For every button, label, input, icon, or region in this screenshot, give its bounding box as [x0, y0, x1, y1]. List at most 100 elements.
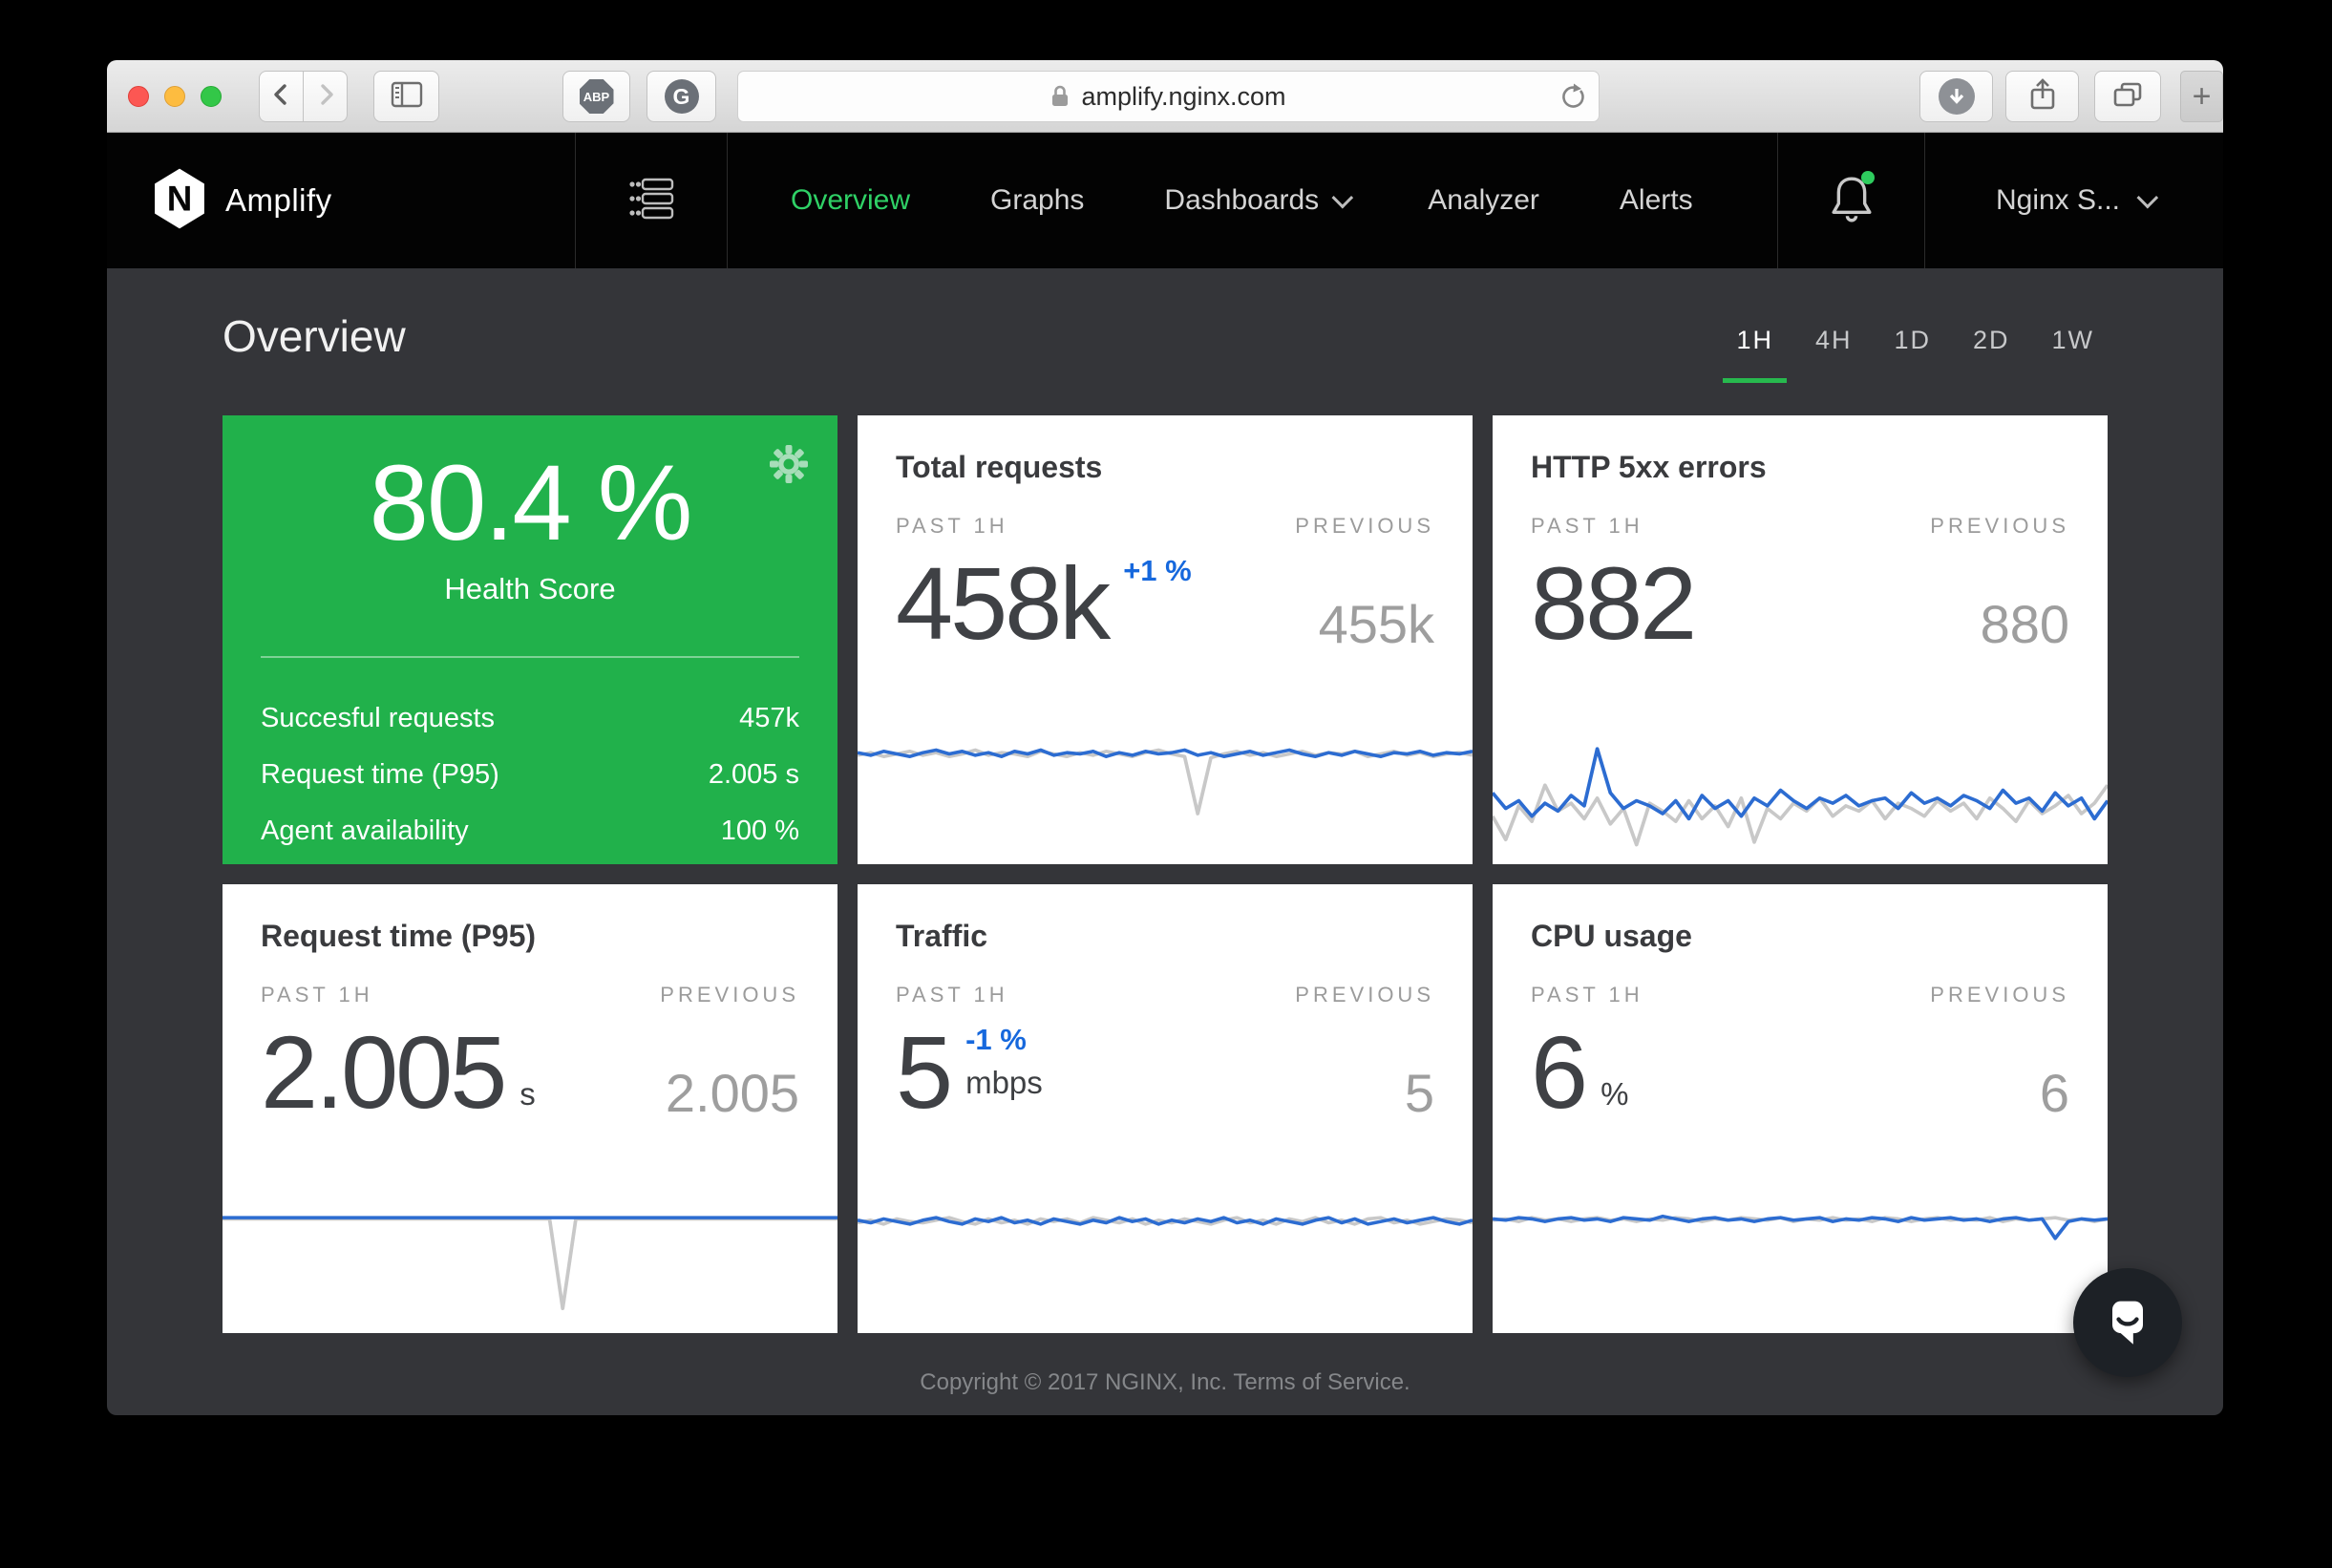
back-button[interactable] [259, 71, 303, 122]
http-5xx-errors-card[interactable]: HTTP 5xx errors PAST 1H PREVIOUS 882 880 [1493, 415, 2108, 864]
reload-button[interactable] [1558, 83, 1587, 118]
health-score-label: Health Score [444, 572, 616, 605]
period-label: PAST 1H [896, 983, 1008, 1006]
cpu-usage-sparkline [1493, 1214, 2108, 1240]
share-icon [2028, 77, 2057, 117]
metric-unit: s [519, 1076, 536, 1112]
brand[interactable]: N Amplify [107, 133, 575, 268]
ghostery-extension-button[interactable]: G [647, 71, 716, 122]
footer: Copyright © 2017 NGINX, Inc. Terms of Se… [223, 1369, 2108, 1396]
nav-item-overview[interactable]: Overview [751, 184, 950, 217]
time-range-1d[interactable]: 1D [1894, 326, 1931, 354]
time-range-4h[interactable]: 4H [1814, 326, 1853, 354]
traffic-card[interactable]: Traffic PAST 1H PREVIOUS 5 -1 % mbps [858, 884, 1473, 1333]
chevron-down-icon [1331, 186, 1354, 209]
forward-button[interactable] [303, 71, 348, 122]
period-label: PAST 1H [1531, 514, 1643, 538]
terms-of-service-link[interactable]: Terms of Service. [1233, 1369, 1410, 1395]
nav-divider [575, 133, 576, 268]
health-score-card[interactable]: 80.4 % Health Score Succesful requests 4… [223, 415, 837, 864]
intercom-chat-button[interactable] [2073, 1268, 2182, 1377]
chat-bubble-icon [2097, 1290, 2158, 1356]
account-menu[interactable]: Nginx S... [1925, 133, 2223, 268]
bell-icon [1827, 171, 1876, 231]
previous-value: 5 [1404, 1063, 1434, 1123]
nav-divider [1777, 133, 1778, 268]
health-row-value: 100 % [720, 816, 799, 846]
sidebar-toggle-button[interactable] [373, 71, 439, 122]
card-title: Request time (P95) [261, 919, 537, 953]
window-minimize-button[interactable] [164, 86, 185, 107]
health-row-label: Request time (P95) [261, 759, 499, 790]
nav-item-analyzer[interactable]: Analyzer [1388, 184, 1579, 217]
notifications-button[interactable] [1778, 133, 1924, 268]
previous-value: 6 [2039, 1063, 2069, 1123]
time-range-1h[interactable]: 1H [1723, 320, 1787, 383]
page-title: Overview [223, 311, 406, 361]
cpu-usage-card[interactable]: CPU usage PAST 1H PREVIOUS 6 % 6 [1493, 884, 2108, 1333]
time-range-2d[interactable]: 2D [1972, 326, 2010, 354]
main-content: Overview 1H 4H 1D 2D 1W [107, 268, 2223, 1415]
address-bar[interactable]: amplify.nginx.com [737, 71, 1600, 122]
nav-item-label: Dashboards [1164, 184, 1320, 216]
systems-nav-button[interactable] [576, 133, 727, 268]
previous-value: 455k [1318, 594, 1434, 654]
previous-label: PREVIOUS [1295, 983, 1434, 1006]
gear-icon[interactable] [769, 444, 809, 489]
health-score-value: 80.4 % [369, 443, 693, 562]
browser-toolbar: ABP G amplify.nginx.com [107, 60, 2223, 133]
tab-overview-button[interactable] [2094, 71, 2161, 122]
delta-badge: +1 % [1123, 554, 1192, 587]
metric-value: 458k [896, 545, 1111, 661]
url-text: amplify.nginx.com [1081, 81, 1286, 111]
time-range-selector: 1H 4H 1D 2D 1W [1723, 320, 2108, 383]
metric-value: 2.005 [261, 1014, 507, 1130]
nginx-logo-icon: N [151, 168, 208, 234]
card-title: Traffic [896, 919, 988, 953]
previous-label: PREVIOUS [1930, 514, 2069, 538]
downloads-button[interactable] [1919, 71, 1993, 122]
nav-item-label: Graphs [990, 184, 1085, 216]
nav-item-label: Overview [791, 184, 911, 216]
metric-unit: % [1601, 1076, 1629, 1112]
nav-item-alerts[interactable]: Alerts [1579, 184, 1733, 217]
time-range-1w[interactable]: 1W [2051, 326, 2094, 354]
browser-window: ABP G amplify.nginx.com [107, 60, 2223, 1415]
card-title: CPU usage [1531, 919, 1692, 953]
window-zoom-button[interactable] [201, 86, 222, 107]
cards-grid: 80.4 % Health Score Succesful requests 4… [223, 415, 2108, 1333]
total-requests-sparkline [858, 748, 1473, 816]
history-nav-buttons [259, 71, 348, 122]
nav-item-graphs[interactable]: Graphs [950, 184, 1124, 217]
download-icon [1938, 78, 1975, 115]
health-row: Succesful requests 457k [261, 690, 799, 747]
adblock-extension-button[interactable]: ABP [562, 71, 630, 122]
server-list-icon [628, 178, 674, 224]
period-label: PAST 1H [1531, 983, 1643, 1006]
previous-label: PREVIOUS [1930, 983, 2069, 1006]
account-name: Nginx S... [1995, 184, 2121, 216]
metric-value: 5 [896, 1014, 953, 1130]
window-close-button[interactable] [128, 86, 149, 107]
share-button[interactable] [2005, 71, 2079, 122]
nav-item-label: Alerts [1619, 184, 1693, 216]
back-icon [269, 82, 294, 112]
health-row: Request time (P95) 2.005 s [261, 747, 799, 803]
request-time-card[interactable]: Request time (P95) PAST 1H PREVIOUS 2.00… [223, 884, 837, 1333]
period-label: PAST 1H [896, 514, 1008, 538]
total-requests-card[interactable]: Total requests PAST 1H PREVIOUS 458k +1 … [858, 415, 1473, 864]
metric-unit: mbps [965, 1065, 1043, 1100]
lock-icon [1050, 84, 1070, 109]
traffic-sparkline [858, 1216, 1473, 1226]
health-row-label: Agent availability [261, 816, 469, 846]
main-menu: Overview Graphs Dashboards Analyzer Aler… [728, 133, 1777, 268]
card-title: HTTP 5xx errors [1531, 450, 1767, 484]
sidebar-icon [391, 81, 423, 113]
copyright-text: Copyright © 2017 NGINX, Inc. [920, 1369, 1228, 1395]
new-tab-button[interactable]: + [2180, 71, 2223, 122]
nav-item-dashboards[interactable]: Dashboards [1124, 184, 1388, 217]
nav-divider [1924, 133, 1925, 268]
health-row-value: 457k [739, 703, 799, 733]
nav-divider [727, 133, 728, 268]
new-tab-label: + [2192, 77, 2212, 115]
